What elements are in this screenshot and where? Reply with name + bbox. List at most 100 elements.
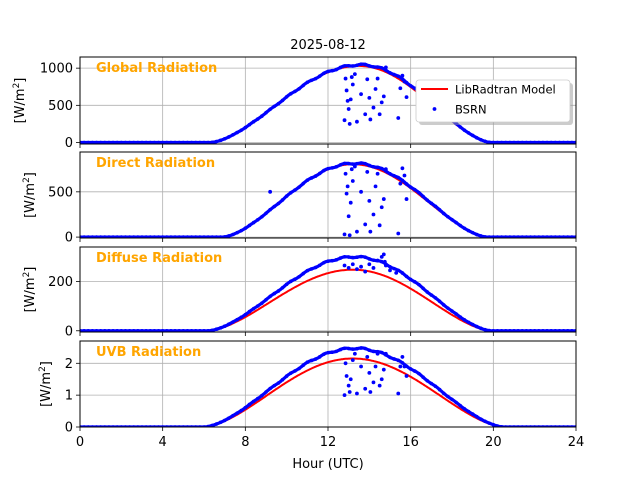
obs-point — [359, 161, 363, 165]
obs-point — [317, 171, 322, 176]
obs-point — [210, 328, 215, 332]
obs-point — [355, 255, 359, 260]
obs-point — [528, 328, 533, 332]
obs-point — [140, 235, 144, 238]
obs-spike-point — [396, 116, 401, 120]
obs-point — [317, 74, 322, 78]
obs-point — [495, 328, 500, 332]
obs-point — [549, 235, 553, 238]
obs-point — [375, 165, 380, 170]
obs-point — [206, 235, 210, 238]
obs-point — [503, 235, 508, 238]
obs-spike-point — [342, 232, 347, 237]
obs-point — [483, 327, 487, 332]
obs-point — [371, 165, 376, 169]
obs-point — [322, 352, 326, 356]
obs-point — [268, 386, 272, 391]
obs-point — [136, 140, 140, 144]
obs-point — [123, 235, 128, 238]
x-tick-label: 24 — [568, 435, 585, 450]
y-axis-label: [W/m2] — [12, 78, 28, 124]
obs-point — [160, 140, 165, 144]
obs-spike-point — [371, 212, 376, 217]
y-tick-label: 200 — [48, 275, 73, 290]
obs-point — [545, 235, 549, 238]
obs-point — [317, 355, 322, 359]
obs-point — [156, 235, 161, 238]
obs-point — [392, 266, 396, 271]
y-axis-label-base: [W/m — [39, 372, 54, 407]
obs-point — [181, 140, 186, 144]
obs-point — [206, 328, 210, 332]
y-axis-label-close: ] — [23, 267, 38, 272]
obs-point — [524, 235, 529, 238]
y-axis-label: [W/m2] — [22, 172, 38, 218]
obs-point — [351, 255, 355, 260]
obs-point — [136, 235, 140, 238]
obs-point — [388, 355, 392, 360]
obs-point — [330, 350, 334, 355]
obs-spike-point — [398, 181, 403, 186]
obs-point — [218, 326, 223, 330]
obs-point — [425, 378, 430, 383]
obs-spike-point — [398, 364, 403, 369]
obs-point — [462, 318, 467, 322]
obs-point — [528, 235, 533, 238]
obs-spike-point — [375, 171, 380, 176]
obs-point — [198, 328, 202, 332]
obs-point — [148, 235, 153, 238]
obs-point — [553, 235, 558, 238]
obs-point — [206, 140, 210, 144]
obs-spike-point — [343, 361, 348, 366]
obs-point — [322, 168, 326, 173]
obs-point — [359, 346, 363, 350]
obs-point — [508, 235, 512, 238]
obs-point — [202, 140, 206, 144]
obs-point — [140, 140, 144, 144]
obs-point — [437, 299, 442, 304]
obs-point — [396, 175, 401, 180]
obs-point — [545, 328, 549, 332]
obs-point — [371, 349, 376, 354]
obs-point — [404, 274, 409, 279]
obs-point — [541, 140, 545, 144]
obs-spike-point — [381, 367, 386, 372]
obs-spike-point — [367, 370, 372, 375]
obs-point — [475, 232, 479, 237]
obs-spike-point — [352, 164, 357, 169]
obs-spike-point — [344, 88, 349, 93]
obs-spike-point — [347, 122, 352, 126]
obs-point — [495, 235, 500, 238]
obs-point — [214, 327, 219, 332]
obs-point — [396, 358, 401, 363]
obs-spike-point — [388, 268, 392, 273]
obs-point — [330, 68, 334, 73]
obs-point — [280, 198, 285, 202]
obs-point — [470, 412, 475, 416]
obs-point — [392, 173, 396, 178]
obs-spike-point — [346, 107, 351, 111]
obs-point — [446, 394, 450, 399]
obs-point — [177, 140, 181, 144]
panel-1: 0 500 1000 [W/m2] Global Radiation — [12, 56, 577, 151]
obs-spike-point — [363, 222, 368, 227]
obs-point — [243, 405, 248, 410]
obs-point — [309, 176, 314, 180]
obs-point — [396, 268, 401, 273]
obs-point — [520, 140, 525, 144]
obs-point — [103, 140, 107, 144]
obs-point — [313, 357, 318, 361]
obs-point — [351, 347, 355, 351]
obs-spike-point — [355, 267, 359, 272]
y-axis-label-base: [W/m — [13, 88, 28, 123]
obs-point — [413, 187, 417, 192]
obs-point — [90, 328, 95, 332]
obs-point — [338, 163, 343, 167]
obs-point — [553, 328, 558, 332]
obs-point — [185, 140, 190, 144]
obs-point — [565, 235, 570, 238]
obs-point — [503, 140, 508, 144]
obs-point — [454, 400, 458, 405]
obs-point — [483, 419, 487, 424]
obs-point — [210, 235, 215, 238]
